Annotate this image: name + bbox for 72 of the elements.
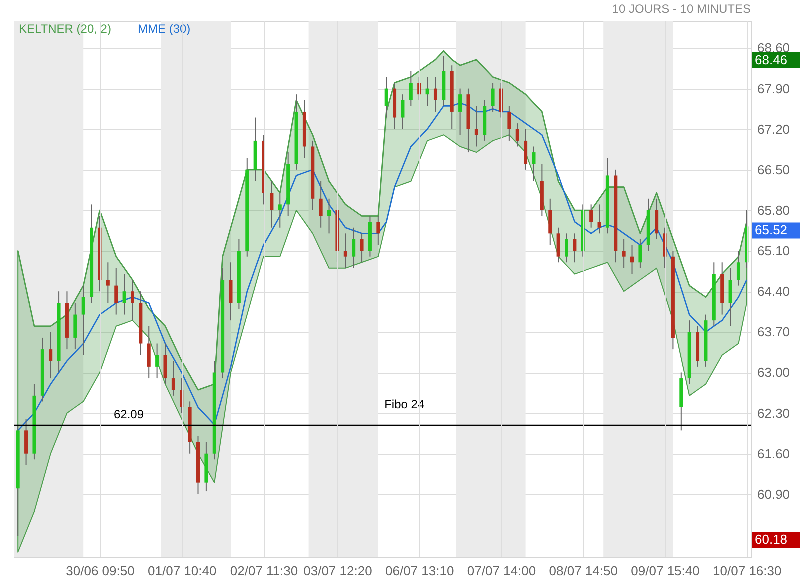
y-tick-label: 62.30 bbox=[758, 406, 790, 421]
candlestick bbox=[147, 326, 151, 380]
candlestick bbox=[130, 280, 134, 322]
x-tick-label: 30/06 09:50 bbox=[66, 564, 135, 578]
x-tick-label: 09/07 15:40 bbox=[631, 564, 700, 578]
candlestick bbox=[638, 238, 642, 269]
candlestick bbox=[278, 192, 282, 228]
y-tick-label: 67.20 bbox=[758, 122, 790, 137]
candlestick bbox=[384, 76, 388, 118]
candlestick bbox=[556, 227, 560, 264]
candlestick bbox=[409, 70, 413, 107]
candlestick bbox=[74, 302, 78, 350]
candlestick bbox=[630, 244, 634, 275]
ref-line-label: 62.09 bbox=[114, 407, 144, 422]
candlestick bbox=[122, 274, 126, 316]
y-tick-label: 65.10 bbox=[758, 244, 790, 259]
y-tick-label: 60.90 bbox=[758, 486, 790, 502]
candlestick bbox=[474, 106, 478, 148]
candlestick bbox=[622, 238, 626, 269]
candlestick bbox=[598, 204, 602, 234]
text: KELTNER (20, 2) bbox=[19, 22, 112, 36]
x-tick-label: 06/07 13:10 bbox=[386, 564, 454, 578]
candlestick bbox=[376, 216, 380, 246]
candlestick bbox=[516, 123, 520, 148]
y-tick-label: 63.00 bbox=[758, 365, 790, 380]
x-tick-label: 03/07 12:20 bbox=[304, 564, 372, 578]
candlestick bbox=[508, 106, 512, 142]
text: MME (30) bbox=[138, 22, 191, 36]
x-tick-label: 02/07 11:30 bbox=[230, 564, 298, 578]
x-tick-label: 07/07 14:00 bbox=[467, 564, 536, 578]
candlestick bbox=[344, 233, 348, 269]
candlestick bbox=[360, 233, 364, 264]
candlestick bbox=[114, 268, 118, 316]
line-series bbox=[17, 50, 748, 391]
x-tick-label: 08/07 14:50 bbox=[549, 564, 618, 578]
candlestick bbox=[524, 128, 528, 170]
chart-subtitle: 10 JOURS - 10 MINUTES bbox=[612, 2, 751, 16]
candlestick bbox=[82, 285, 86, 356]
y-tick-label: 67.90 bbox=[758, 81, 790, 96]
text: 60.18 bbox=[755, 532, 788, 548]
candlestick bbox=[728, 268, 732, 327]
candlestick bbox=[164, 343, 168, 385]
x-tick-label: 10/07 16:30 bbox=[713, 564, 782, 578]
candlestick bbox=[573, 233, 577, 264]
candlestick bbox=[156, 343, 160, 380]
y-tick-label: 65.80 bbox=[758, 202, 790, 218]
candlestick bbox=[458, 88, 462, 136]
candlestick bbox=[352, 227, 356, 269]
candlestick bbox=[328, 198, 332, 234]
candlestick bbox=[319, 181, 323, 228]
candlestick bbox=[532, 146, 536, 182]
candlestick bbox=[426, 76, 430, 107]
candlestick bbox=[434, 76, 438, 112]
candlestick bbox=[49, 332, 53, 380]
candlestick bbox=[548, 198, 552, 246]
y-tick-label: 66.50 bbox=[758, 162, 790, 178]
candlestick bbox=[590, 204, 594, 228]
y-tick-label: 64.40 bbox=[758, 284, 790, 300]
y-tick-label: 63.70 bbox=[758, 324, 790, 340]
candlestick bbox=[565, 233, 568, 264]
text: 65.52 bbox=[755, 222, 788, 238]
candlestick bbox=[229, 262, 233, 322]
candlestick bbox=[655, 198, 659, 240]
y-tick-label: 61.60 bbox=[758, 446, 790, 462]
candlestick bbox=[736, 250, 740, 286]
x-tick-label: 01/07 10:40 bbox=[148, 564, 217, 578]
candlestick bbox=[270, 181, 274, 228]
candlestick bbox=[24, 418, 28, 466]
candlestick bbox=[401, 94, 405, 130]
candlestick bbox=[106, 262, 110, 304]
candlestick bbox=[491, 82, 495, 112]
candlestick bbox=[172, 360, 176, 396]
